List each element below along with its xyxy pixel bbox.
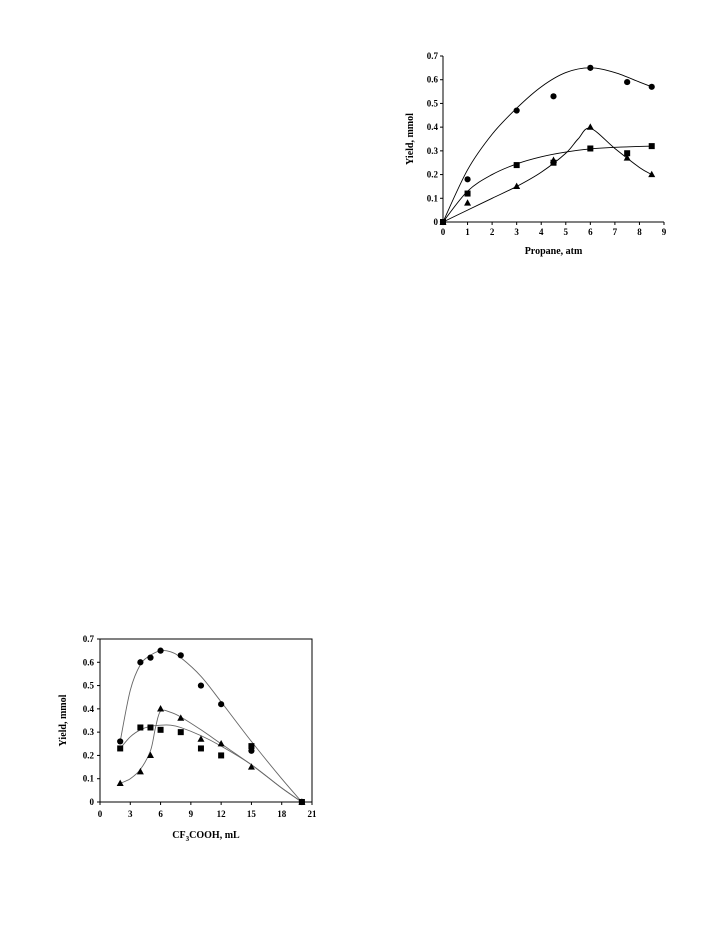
data-point-circle (464, 176, 471, 183)
y-tick-label: 0 (434, 217, 439, 227)
data-point-circle (177, 652, 184, 659)
x-axis-label: Propane, atm (525, 246, 583, 257)
data-point-circle (137, 659, 144, 666)
data-point-triangle (464, 199, 472, 206)
data-point-triangle (513, 182, 521, 190)
data-point-triangle (298, 798, 306, 805)
y-tick-label: 0.7 (83, 634, 95, 644)
y-tick-label: 0.3 (83, 727, 95, 737)
data-point-triangle (586, 123, 594, 130)
data-point-triangle (116, 779, 124, 786)
y-tick-label: 0.1 (83, 774, 95, 784)
x-tick-label: 1 (465, 227, 470, 237)
x-tick-label: 12 (217, 809, 227, 819)
data-point-circle (648, 83, 655, 90)
x-tick-label: 5 (564, 227, 569, 237)
data-point-triangle (247, 763, 255, 770)
data-point-triangle (136, 767, 144, 775)
y-tick-label: 0.7 (427, 51, 439, 61)
data-point-triangle (439, 218, 447, 225)
fit-curve-circle (119, 649, 303, 803)
data-point-circle (117, 738, 124, 745)
x-tick-label: 3 (514, 227, 519, 237)
x-tick-label: 9 (189, 809, 194, 819)
data-point-circle (147, 654, 154, 661)
data-point-square (218, 752, 225, 759)
y-tick-label: 0.2 (83, 750, 95, 760)
y-tick-label: 0.2 (427, 170, 439, 180)
x-tick-label: 0 (98, 809, 103, 819)
data-point-circle (157, 647, 164, 654)
x-tick-label: 21 (308, 809, 318, 819)
y-tick-label: 0.6 (427, 75, 439, 85)
fit-curve-square (442, 145, 652, 223)
data-point-triangle (550, 156, 557, 163)
x-tick-label: 6 (588, 227, 593, 237)
fit-curve-circle (442, 67, 652, 223)
axes (442, 56, 664, 223)
data-point-square (624, 150, 631, 157)
fit-curve-triangle (442, 127, 652, 223)
data-point-circle (248, 747, 255, 754)
data-point-square (157, 726, 164, 733)
data-point-circle (550, 93, 557, 100)
x-tick-label: 3 (128, 809, 133, 819)
data-point-square (587, 145, 594, 152)
data-point-circle (218, 701, 225, 708)
data-point-triangle (648, 170, 656, 178)
y-tick-label: 0.4 (83, 704, 95, 714)
y-tick-label: 0.5 (427, 98, 439, 108)
x-tick-label: 0 (441, 227, 446, 237)
data-point-circle (624, 78, 631, 86)
data-point-triangle (623, 154, 631, 161)
data-point-square (137, 724, 144, 731)
y-tick-label: 0.6 (83, 657, 95, 667)
fit-curve-triangle (120, 709, 303, 803)
data-point-circle (587, 64, 594, 71)
x-tick-label: 2 (490, 227, 495, 237)
x-axis-label: CF3COOH, mL (172, 830, 240, 843)
y-tick-label: 0.3 (427, 146, 439, 156)
x-tick-label: 9 (662, 227, 667, 237)
data-point-square (513, 162, 520, 169)
data-point-square (117, 745, 124, 752)
data-point-square (648, 143, 655, 150)
data-point-triangle (197, 735, 205, 742)
y-tick-label: 0.5 (83, 681, 95, 691)
data-point-square (464, 190, 471, 197)
x-tick-label: 6 (158, 809, 163, 819)
plot-frame (99, 638, 313, 803)
data-point-square (177, 729, 184, 736)
data-point-square (197, 745, 204, 752)
data-point-circle (513, 107, 520, 114)
y-axis-label: Yield, mmol (405, 113, 416, 165)
y-tick-label: 0 (90, 797, 95, 807)
x-tick-label: 7 (613, 227, 618, 237)
data-point-triangle (157, 705, 165, 712)
y-tick-label: 0.1 (427, 193, 439, 203)
data-point-circle (197, 682, 205, 689)
chart-propane: 0 0.1 0.2 0.3 0.4 0.5 0.6 0.7 0 1 2 3 4 5 6 7 8 9 Propane,… (405, 51, 667, 257)
data-point-square (248, 743, 255, 750)
x-tick-label: 18 (277, 809, 287, 819)
y-tick-label: 0.4 (427, 122, 439, 132)
y-axis-label: Yield, mmol (58, 694, 69, 746)
x-tick-label: 8 (637, 227, 642, 237)
x-tick-label: 15 (247, 809, 257, 819)
chart-cf3cooh: 0 0.1 0.2 0.3 0.4 0.5 0.6 0.7 0 3 6 9 12 15 18 21 CF3COO… (58, 634, 317, 843)
x-tick-label: 4 (539, 227, 544, 237)
data-point-triangle (217, 739, 225, 747)
data-point-triangle (146, 751, 154, 759)
data-point-triangle (177, 714, 185, 721)
data-point-square (147, 724, 154, 731)
